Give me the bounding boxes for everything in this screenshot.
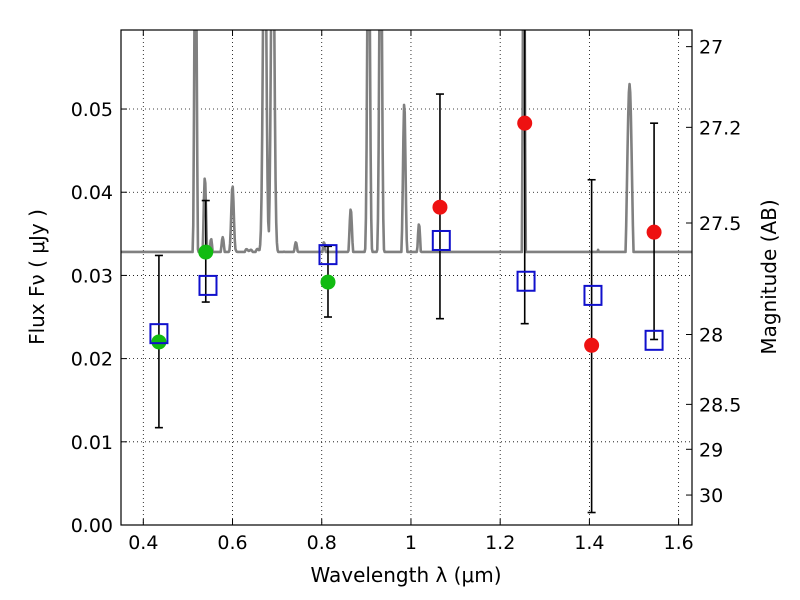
model-square [431, 229, 451, 251]
right-tick-label: 27.2 [699, 117, 741, 139]
y-tick-label: 0.01 [71, 432, 113, 454]
x-axis-title: Wavelength λ (μm) [310, 563, 501, 587]
model-square [149, 323, 169, 345]
green-point [151, 334, 167, 350]
model-square [198, 274, 218, 296]
right-tick-label: 28.5 [699, 394, 741, 416]
spectrum-line [121, 30, 692, 254]
red-point [646, 224, 662, 240]
red-point [584, 337, 600, 353]
red-point [517, 115, 533, 131]
y-tick-label: 0.05 [71, 99, 113, 121]
model-square [644, 329, 664, 351]
right-tick-label: 29 [699, 439, 723, 461]
axis-ticks [121, 30, 692, 526]
tick-labels: 0.4 0.6 0.8 1 1.2 1.4 1.6 0.00 0.01 0.02 0.03 0.04 0… [71, 37, 742, 554]
right-tick-label: 27 [699, 37, 723, 59]
x-tick-label: 0.4 [128, 532, 158, 554]
y-tick-label: 0.03 [71, 265, 113, 287]
right-tick-label: 28 [699, 324, 723, 346]
plot-frame [120, 29, 693, 526]
red-point [432, 199, 448, 215]
grid [121, 30, 692, 526]
model-square [583, 284, 603, 306]
y-tick-label: 0.04 [71, 182, 113, 204]
y-tick-label: 0.00 [71, 515, 113, 537]
green-point [320, 274, 336, 290]
x-tick-label: 1 [405, 532, 417, 554]
right-tick-label: 27.5 [699, 213, 741, 235]
photometry-points [149, 115, 664, 353]
x-tick-label: 1.6 [664, 532, 694, 554]
x-tick-label: 0.8 [307, 532, 337, 554]
model-square [516, 270, 536, 292]
right-axis-title: Magnitude (AB) [757, 199, 781, 354]
green-point [198, 244, 214, 260]
x-tick-label: 1.2 [485, 532, 515, 554]
y-axis-title: Flux Fν ( μJy ) [25, 209, 49, 345]
x-tick-label: 1.4 [574, 532, 604, 554]
model-square [318, 244, 338, 266]
right-tick-label: 30 [699, 485, 723, 507]
model-spectrum [121, 30, 692, 254]
x-tick-label: 0.6 [217, 532, 247, 554]
plot-area [121, 30, 692, 525]
y-tick-label: 0.02 [71, 349, 113, 371]
